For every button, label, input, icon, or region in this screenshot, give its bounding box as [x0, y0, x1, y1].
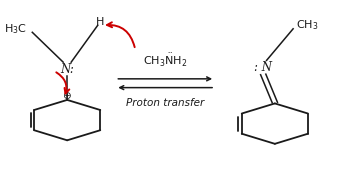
Text: Proton transfer: Proton transfer [126, 98, 204, 108]
Text: $\mathrm{CH_3}$: $\mathrm{CH_3}$ [297, 18, 319, 32]
Text: $\mathregular{H_3C}$: $\mathregular{H_3C}$ [4, 22, 27, 36]
Text: H: H [96, 17, 105, 27]
Text: $\oplus$: $\oplus$ [62, 90, 72, 101]
Text: : N: : N [254, 61, 272, 74]
Text: $\mathrm{CH_3\ddot{N}H_2}$: $\mathrm{CH_3\ddot{N}H_2}$ [143, 52, 187, 69]
Text: N:: N: [60, 63, 74, 76]
